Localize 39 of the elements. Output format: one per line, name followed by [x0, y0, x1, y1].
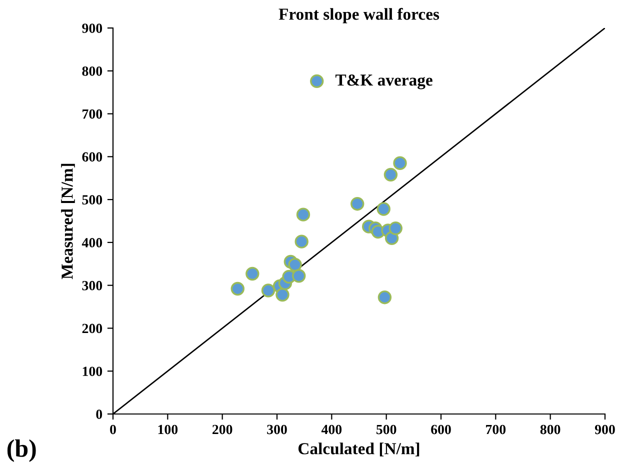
point	[376, 202, 390, 216]
point	[378, 290, 392, 304]
y-tick-label: 200	[82, 324, 102, 334]
x-tick-label: 100	[158, 424, 178, 434]
y-tick-label: 100	[82, 366, 102, 376]
y-tick-label: 400	[82, 238, 102, 248]
point	[294, 234, 308, 248]
y-tick-label: 300	[82, 280, 102, 290]
y-tick-label: 0	[96, 410, 102, 419]
legend-label: T&K average	[335, 74, 432, 90]
point	[261, 284, 276, 298]
x-tick-label: 0	[110, 424, 116, 434]
point	[288, 258, 302, 272]
point	[393, 156, 407, 170]
x-tick-label: 500	[376, 424, 396, 434]
point	[276, 288, 290, 302]
y-tick-label: 700	[82, 109, 102, 119]
y-axis-title: Measured [N/m]	[61, 164, 75, 280]
point	[350, 196, 364, 211]
x-tick-label: 800	[540, 424, 560, 434]
x-tick-label: 200	[212, 424, 232, 434]
y-tick-label: 600	[82, 152, 102, 162]
x-axis-title: Calculated [N/m]	[298, 442, 420, 456]
point	[246, 266, 260, 281]
point	[384, 168, 398, 182]
x-tick-label: 700	[486, 424, 506, 434]
point	[292, 269, 306, 283]
x-tick-label: 400	[321, 424, 342, 434]
y-tick-label: 800	[82, 66, 102, 76]
point	[230, 282, 244, 296]
point	[388, 221, 402, 236]
point	[296, 208, 310, 222]
x-tick-label: 300	[267, 424, 287, 434]
y-tick-label: 900	[82, 24, 102, 33]
chart-title: Front slope wall forces	[278, 8, 440, 24]
x-tick-label: 900	[594, 424, 615, 434]
y-tick-label: 500	[82, 195, 102, 205]
text: (b)	[7, 439, 36, 462]
x-tick-label: 600	[431, 424, 451, 434]
